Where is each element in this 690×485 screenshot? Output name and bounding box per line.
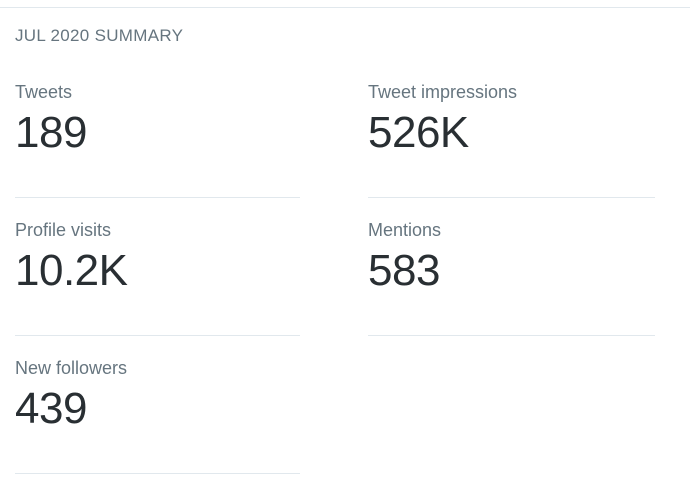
metric-tweets: Tweets 189	[15, 60, 300, 198]
summary-period-title: JUL 2020 SUMMARY	[15, 26, 184, 45]
metric-profile-visits-value: 10.2K	[15, 245, 128, 295]
metric-tweet-impressions-label: Tweet impressions	[368, 82, 518, 102]
metric-mentions-value: 583	[368, 245, 440, 295]
metric-empty-cell	[368, 336, 655, 474]
metric-mentions: Mentions 583	[368, 198, 655, 336]
metric-new-followers-value: 439	[15, 383, 87, 433]
metric-tweets-label: Tweets	[15, 82, 73, 102]
metric-tweet-impressions: Tweet impressions 526K	[368, 60, 655, 198]
metric-tweets-value: 189	[15, 107, 87, 157]
metrics-grid: Tweets 189 Tweet impressions 526K Profil…	[15, 60, 655, 474]
metric-mentions-label: Mentions	[368, 220, 442, 240]
metric-profile-visits-label: Profile visits	[15, 220, 112, 240]
metric-tweet-impressions-value: 526K	[368, 107, 469, 157]
metric-new-followers: New followers 439	[15, 336, 300, 474]
metric-profile-visits: Profile visits 10.2K	[15, 198, 300, 336]
top-divider	[0, 7, 690, 8]
metric-new-followers-label: New followers	[15, 358, 128, 378]
